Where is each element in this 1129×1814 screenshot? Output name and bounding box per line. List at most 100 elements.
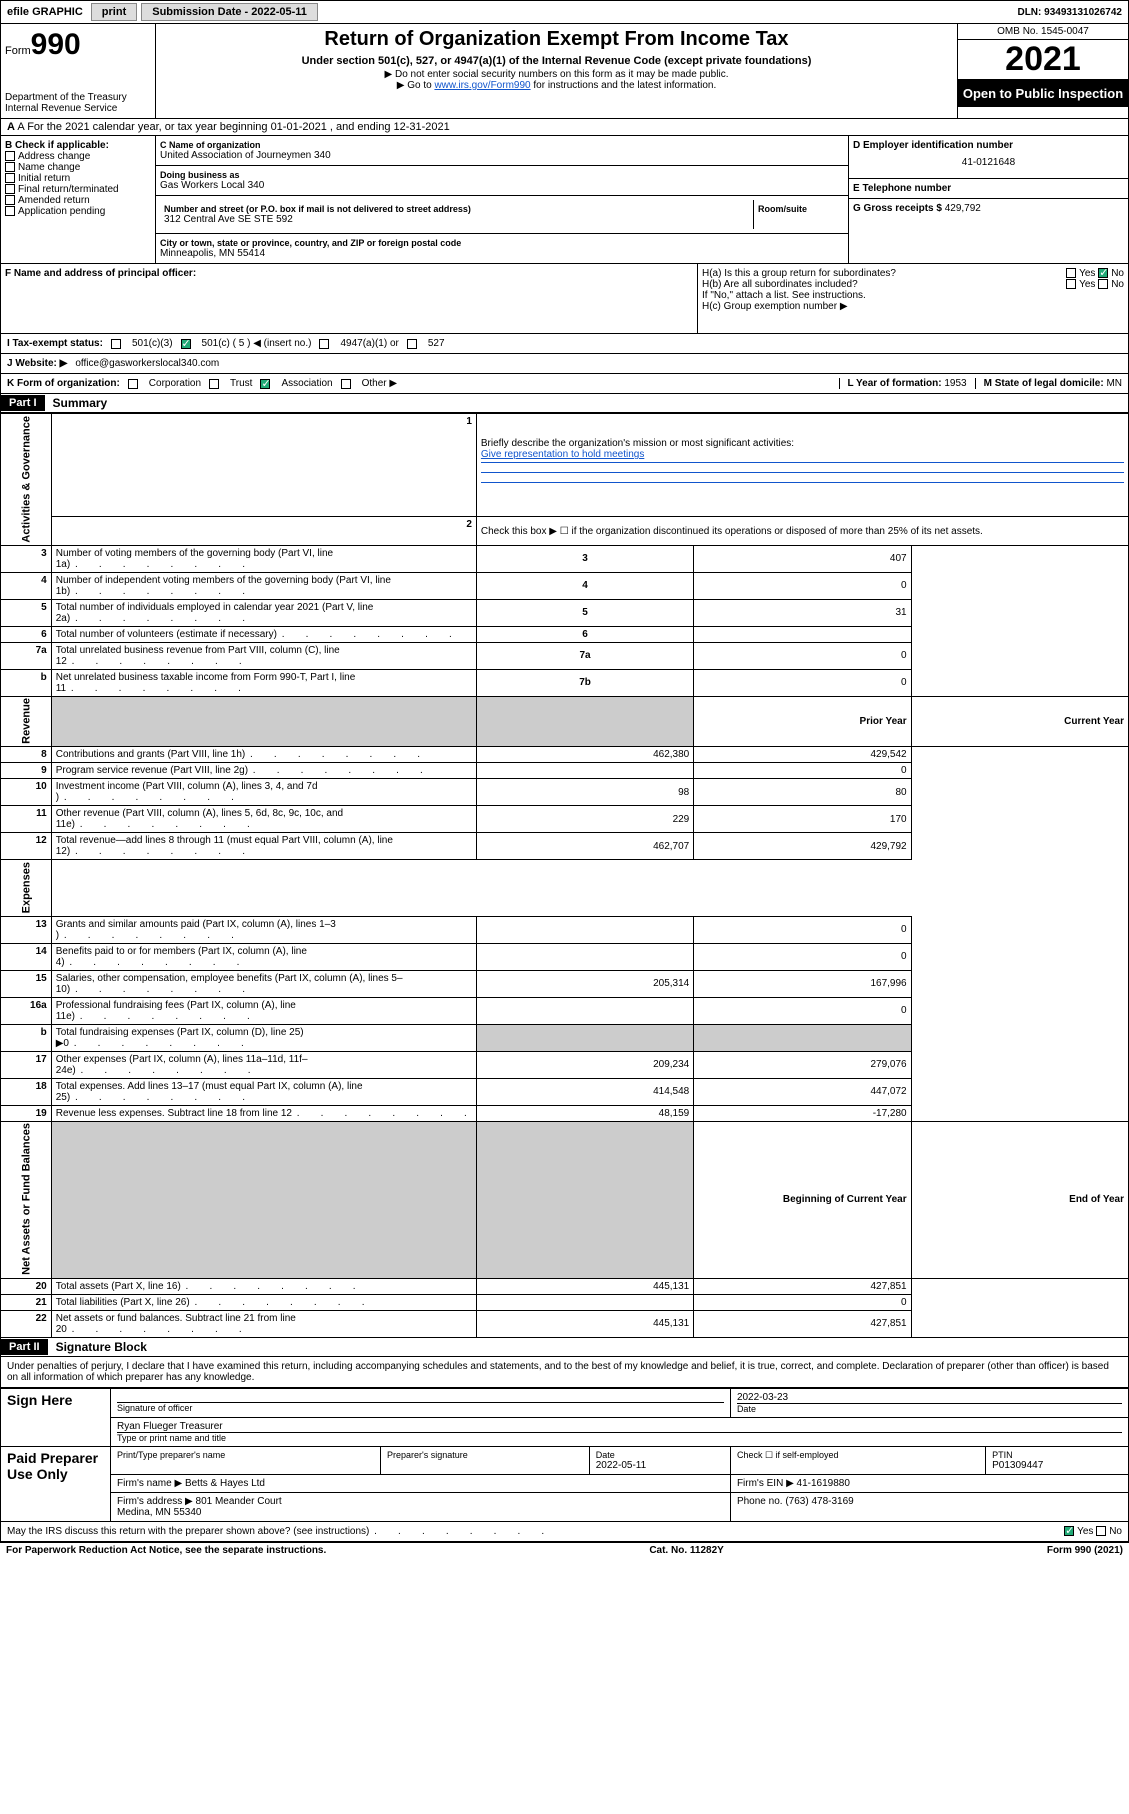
hb-yes-checkbox[interactable] — [1066, 279, 1076, 289]
subordinates-q: H(b) Are all subordinates included? Yes … — [702, 279, 1124, 290]
col-prior: Prior Year — [694, 696, 911, 747]
street-label: Number and street (or P.O. box if mail i… — [164, 204, 749, 214]
boxb-checkbox[interactable] — [5, 151, 15, 161]
sig-date: 2022-03-23 — [737, 1392, 1122, 1403]
submission-date-button[interactable]: Submission Date - 2022-05-11 — [141, 3, 318, 21]
boxb-item-label: Final return/terminated — [18, 184, 119, 195]
topbar: efile GRAPHIC print Submission Date - 20… — [0, 0, 1129, 24]
subtitle-1: Under section 501(c), 527, or 4947(a)(1)… — [166, 55, 947, 67]
gross-receipts-label: G Gross receipts $ — [853, 203, 942, 214]
state-domicile: MN — [1106, 378, 1122, 389]
officer-label: F Name and address of principal officer: — [5, 268, 196, 279]
mission-link[interactable]: Give representation to hold meetings — [481, 449, 644, 460]
ptin: P01309447 — [992, 1460, 1043, 1471]
firm-phone: (763) 478-3169 — [785, 1496, 853, 1507]
form-number: Form990 — [5, 28, 151, 62]
ha-no-checkbox[interactable] — [1098, 268, 1108, 278]
org-name: United Association of Journeymen 340 — [160, 150, 844, 161]
side-gov: Activities & Governance — [1, 414, 52, 546]
officer-value — [5, 279, 693, 329]
dept-label: Department of the Treasury Internal Reve… — [5, 92, 151, 114]
paid-preparer-label: Paid Preparer Use Only — [1, 1446, 111, 1521]
boxb-checkbox[interactable] — [5, 195, 15, 205]
tax-exempt-row: I Tax-exempt status: 501(c)(3) 501(c) ( … — [0, 334, 1129, 354]
527-checkbox[interactable] — [407, 339, 417, 349]
boxb-item-label: Initial return — [18, 173, 70, 184]
ein-label: D Employer identification number — [853, 140, 1013, 151]
side-rev: Revenue — [1, 696, 52, 747]
dln-label: DLN: 93493131026742 — [1017, 7, 1128, 18]
tax-year: 2021 — [958, 40, 1128, 80]
declaration: Under penalties of perjury, I declare th… — [0, 1357, 1129, 1388]
form-org-row: K Form of organization: Corporation Trus… — [0, 374, 1129, 394]
efile-label: efile GRAPHIC — [1, 6, 89, 18]
summary-table: Activities & Governance 1 Briefly descri… — [0, 413, 1129, 1338]
entity-block: B Check if applicable: Address changeNam… — [0, 136, 1129, 264]
col-begin: Beginning of Current Year — [694, 1121, 911, 1278]
501c3-checkbox[interactable] — [111, 339, 121, 349]
q2: Check this box ▶ ☐ if the organization d… — [476, 517, 1128, 545]
other-checkbox[interactable] — [341, 379, 351, 389]
omb-number: OMB No. 1545-0047 — [958, 24, 1128, 40]
form-header: Form990 Department of the Treasury Inter… — [0, 24, 1129, 119]
signature-table: Sign Here Signature of officer 2022-03-2… — [0, 1388, 1129, 1522]
boxb-item-label: Amended return — [18, 195, 90, 206]
footer-mid: Cat. No. 11282Y — [649, 1545, 723, 1556]
year-formation: 1953 — [944, 378, 966, 389]
hb-no-checkbox[interactable] — [1098, 279, 1108, 289]
subordinates-note: If "No," attach a list. See instructions… — [702, 290, 1124, 301]
sig-officer-label: Signature of officer — [117, 1402, 724, 1413]
irs-no-checkbox[interactable] — [1096, 1526, 1106, 1536]
subtitle-3: ▶ Go to www.irs.gov/Form990 for instruct… — [166, 80, 947, 91]
footer-left: For Paperwork Reduction Act Notice, see … — [6, 1545, 326, 1556]
boxb-checkbox[interactable] — [5, 162, 15, 172]
boxb-item-label: Name change — [18, 162, 80, 173]
col-end: End of Year — [911, 1121, 1128, 1278]
sign-here-label: Sign Here — [1, 1388, 111, 1446]
gross-receipts-value: 429,792 — [945, 203, 981, 214]
q1: Briefly describe the organization's miss… — [481, 438, 794, 449]
boxb-checkbox[interactable] — [5, 184, 15, 194]
ein-value: 41-0121648 — [853, 151, 1124, 174]
group-return-q: H(a) Is this a group return for subordin… — [702, 268, 1124, 279]
city-address: Minneapolis, MN 55414 — [160, 248, 844, 259]
part2-header: Part II Signature Block — [0, 1338, 1129, 1357]
form-title: Return of Organization Exempt From Incom… — [166, 28, 947, 51]
website-row: J Website: ▶ office@gasworkerslocal340.c… — [0, 354, 1129, 374]
row-a-tax-year: A A For the 2021 calendar year, or tax y… — [0, 119, 1129, 136]
boxb-item-label: Address change — [18, 151, 90, 162]
boxb-item-label: Application pending — [18, 206, 105, 217]
org-name-label: C Name of organization — [160, 140, 844, 150]
side-net: Net Assets or Fund Balances — [1, 1121, 52, 1278]
group-exemption: H(c) Group exemption number ▶ — [702, 301, 1124, 312]
footer-right: Form 990 (2021) — [1047, 1545, 1123, 1556]
website-value: office@gasworkerslocal340.com — [75, 358, 219, 369]
print-button[interactable]: print — [91, 3, 137, 21]
prep-date: 2022-05-11 — [596, 1460, 646, 1471]
dba-name: Gas Workers Local 340 — [160, 180, 844, 191]
open-inspection: Open to Public Inspection — [958, 80, 1128, 107]
assoc-checkbox[interactable] — [260, 379, 270, 389]
subtitle-2: ▶ Do not enter social security numbers o… — [166, 69, 947, 80]
boxb-checkbox[interactable] — [5, 173, 15, 183]
irs-yes-checkbox[interactable] — [1064, 1526, 1074, 1536]
phone-label: E Telephone number — [853, 183, 951, 194]
part1-header: Part I Summary — [0, 394, 1129, 413]
col-current: Current Year — [911, 696, 1128, 747]
side-exp: Expenses — [1, 860, 52, 916]
room-label: Room/suite — [758, 204, 840, 214]
firm-name: Betts & Hayes Ltd — [185, 1478, 265, 1489]
ha-yes-checkbox[interactable] — [1066, 268, 1076, 278]
dba-label: Doing business as — [160, 170, 844, 180]
boxb-checkbox[interactable] — [5, 206, 15, 216]
officer-name: Ryan Flueger Treasurer — [117, 1421, 1122, 1432]
irs-link[interactable]: www.irs.gov/Form990 — [434, 80, 530, 91]
trust-checkbox[interactable] — [209, 379, 219, 389]
officer-name-label: Type or print name and title — [117, 1432, 1122, 1443]
officer-block: F Name and address of principal officer:… — [0, 264, 1129, 334]
page-footer: For Paperwork Reduction Act Notice, see … — [0, 1542, 1129, 1558]
street-address: 312 Central Ave SE STE 592 — [164, 214, 749, 225]
501c-checkbox[interactable] — [181, 339, 191, 349]
corp-checkbox[interactable] — [128, 379, 138, 389]
4947-checkbox[interactable] — [319, 339, 329, 349]
